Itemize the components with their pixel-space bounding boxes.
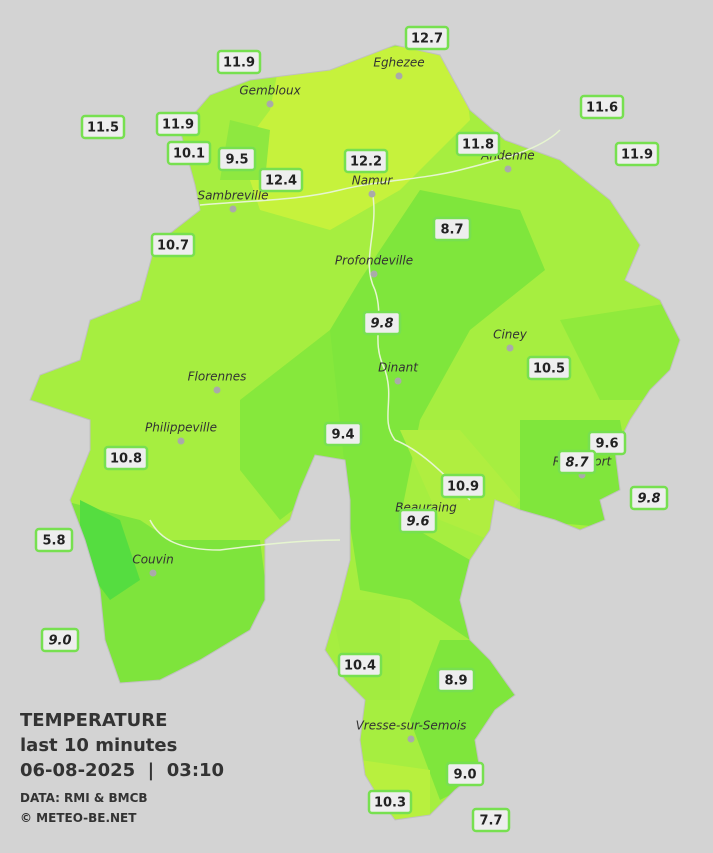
station-value: 10.8 [110, 452, 142, 467]
station-value: 10.3 [374, 796, 406, 811]
station-value: 11.8 [462, 138, 494, 153]
station-value: 10.1 [173, 147, 205, 162]
city-label: Florennes [188, 370, 247, 384]
station-value: 8.7 [440, 223, 463, 238]
city-dot [506, 344, 514, 352]
station-value: 12.2 [350, 155, 382, 170]
city-label: Couvin [132, 553, 173, 567]
station-value: 11.9 [621, 148, 653, 163]
station-box [217, 146, 257, 172]
city-dot [213, 386, 221, 394]
station-value: 12.7 [411, 32, 443, 47]
city-dot [368, 190, 376, 198]
city-label: Profondeville [335, 254, 413, 268]
station-value: 10.5 [533, 362, 565, 377]
legend-copyright: © METEO-BE.NET [20, 811, 137, 825]
city-label: Philippeville [145, 421, 217, 435]
city-dot [177, 437, 185, 445]
legend-title: TEMPERATURE [20, 710, 167, 731]
station-value: 11.9 [223, 56, 255, 71]
station-box [80, 114, 126, 140]
station-box [471, 807, 511, 833]
station-box [445, 761, 485, 787]
station-box [579, 94, 625, 120]
rivers [149, 129, 561, 551]
station-value: 9.6 [595, 437, 618, 452]
city-dot [266, 100, 274, 108]
city-dot [394, 377, 402, 385]
city-label: Ciney [493, 328, 528, 342]
station-box [323, 421, 363, 447]
station-box [40, 627, 80, 653]
station-box [440, 473, 486, 499]
station-box [455, 131, 501, 157]
station-value: 11.5 [87, 121, 119, 136]
city-label: Namur [352, 174, 394, 188]
city-label: Dinant [378, 361, 419, 375]
station-value: 10.9 [447, 480, 479, 495]
city-dot [370, 270, 378, 278]
station-box [526, 355, 572, 381]
station-box [155, 111, 201, 137]
station-box [367, 789, 413, 815]
city-dot [395, 72, 403, 80]
station-value: 10.4 [344, 659, 376, 674]
station-value: 8.7 [565, 456, 589, 471]
station-box [404, 25, 450, 51]
legend-datetime: 06-08-2025 | 03:10 [20, 760, 224, 781]
station-box [343, 148, 389, 174]
station-box [432, 216, 472, 242]
stations: 12.7 11.9 11.5 11.9 10.1 9.5 12.4 12.2 11.8 11.6 1… [34, 25, 669, 833]
station-box [34, 527, 74, 553]
station-box [557, 449, 597, 475]
station-value: 11.9 [162, 118, 194, 133]
station-value: 9.0 [453, 768, 476, 783]
city-label: Eghezee [373, 56, 424, 70]
station-box [436, 667, 476, 693]
city-label: Gembloux [239, 84, 301, 98]
city-dot [229, 205, 237, 213]
station-value: 12.4 [265, 174, 297, 189]
station-box [216, 49, 262, 75]
city-dot [504, 165, 512, 173]
station-value: 9.8 [637, 492, 660, 507]
station-box [150, 232, 196, 258]
station-value: 7.7 [479, 814, 502, 829]
station-value: 9.5 [225, 153, 248, 168]
station-value: 9.8 [370, 317, 393, 332]
legend-source: DATA: RMI & BMCB [20, 791, 148, 805]
station-box [258, 167, 304, 193]
station-box [629, 485, 669, 511]
station-box [362, 310, 402, 336]
station-value: 9.0 [48, 634, 71, 649]
city-dot [149, 569, 157, 577]
station-value: 10.7 [157, 239, 189, 254]
station-box [614, 141, 660, 167]
city-label: Vresse-sur-Semois [356, 719, 467, 733]
station-box [337, 652, 383, 678]
city-dot [407, 735, 415, 743]
station-box [587, 430, 627, 456]
station-value: 9.4 [331, 428, 354, 443]
station-value: 8.9 [444, 674, 467, 689]
station-box [166, 140, 212, 166]
station-box [398, 508, 438, 534]
station-value: 11.6 [586, 101, 618, 116]
legend-subtitle: last 10 minutes [20, 735, 177, 756]
station-value: 5.8 [42, 534, 65, 549]
city-label: Sambreville [197, 189, 268, 203]
station-box [103, 445, 149, 471]
station-value: 9.6 [406, 515, 429, 530]
